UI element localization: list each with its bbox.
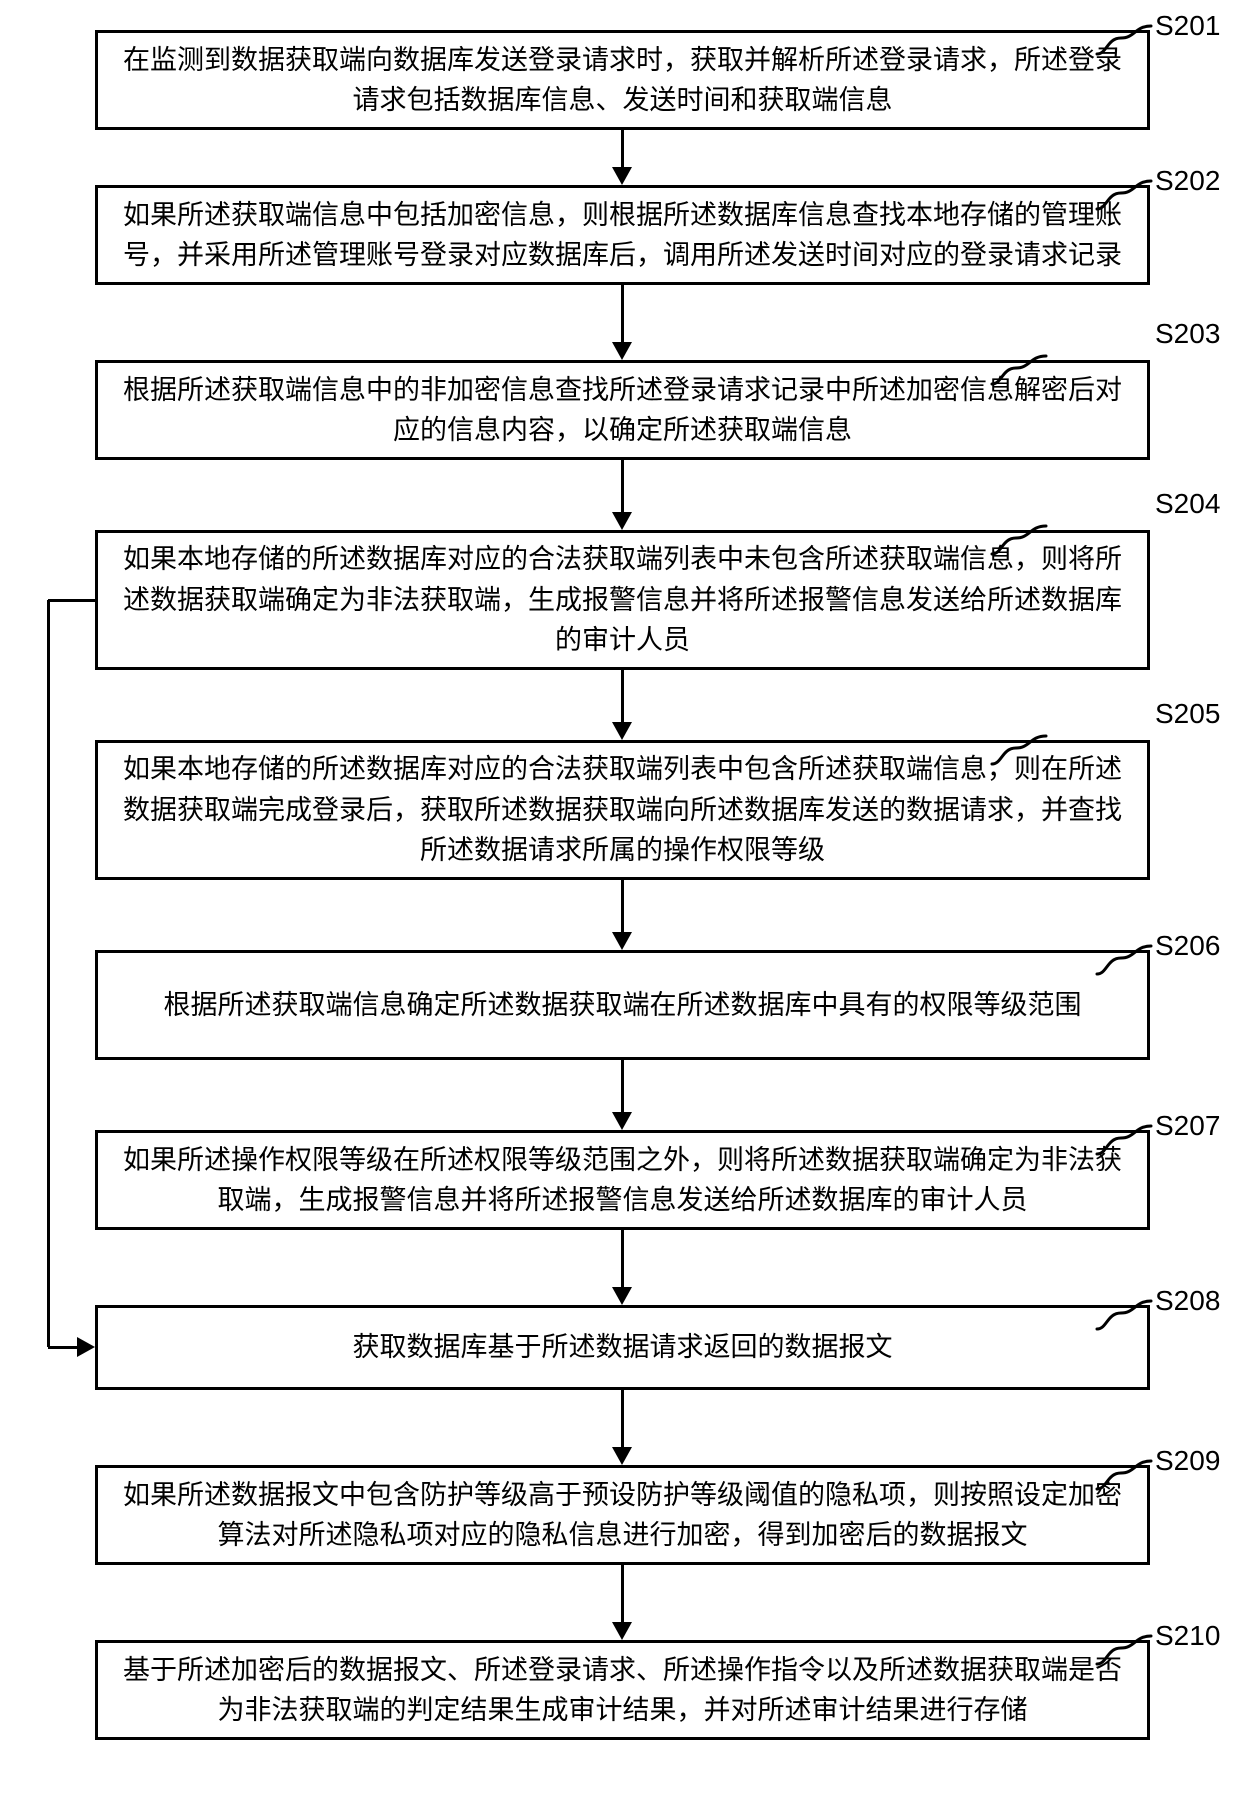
arrow-line [621, 670, 624, 722]
arrow-head-down-icon [612, 932, 632, 950]
brace-connector [1095, 1634, 1145, 1664]
flow-node-s201: 在监测到数据获取端向数据库发送登录请求时，获取并解析所述登录请求，所述登录请求包… [95, 30, 1150, 130]
arrow-line [621, 880, 624, 932]
brace-connector [1095, 944, 1145, 974]
arrow-head-down-icon [612, 342, 632, 360]
bypass-line-h2 [48, 1346, 77, 1349]
flow-node-text: 根据所述获取端信息中的非加密信息查找所述登录请求记录中所述加密信息解密后对应的信… [122, 370, 1123, 451]
brace-connector [1095, 1459, 1145, 1489]
step-label-s201: S201 [1155, 10, 1220, 42]
flow-node-s209: 如果所述数据报文中包含防护等级高于预设防护等级阈值的隐私项，则按照设定加密算法对… [95, 1465, 1150, 1565]
flowchart-container: 在监测到数据获取端向数据库发送登录请求时，获取并解析所述登录请求，所述登录请求包… [0, 0, 1240, 1795]
step-label-s206: S206 [1155, 930, 1220, 962]
arrow-head-down-icon [612, 167, 632, 185]
arrow-head-down-icon [612, 512, 632, 530]
brace-connector [1095, 179, 1145, 209]
step-label-s203: S203 [1155, 318, 1220, 350]
flow-node-text: 基于所述加密后的数据报文、所述登录请求、所述操作指令以及所述数据获取端是否为非法… [122, 1650, 1123, 1731]
flow-node-s202: 如果所述获取端信息中包括加密信息，则根据所述数据库信息查找本地存储的管理账号，并… [95, 185, 1150, 285]
flow-node-text: 获取数据库基于所述数据请求返回的数据报文 [353, 1327, 893, 1368]
arrow-head-right-icon [77, 1337, 95, 1357]
arrow-head-down-icon [612, 1287, 632, 1305]
flow-node-s208: 获取数据库基于所述数据请求返回的数据报文 [95, 1305, 1150, 1390]
flow-node-text: 如果所述获取端信息中包括加密信息，则根据所述数据库信息查找本地存储的管理账号，并… [122, 195, 1123, 276]
step-label-s208: S208 [1155, 1285, 1220, 1317]
arrow-head-down-icon [612, 1622, 632, 1640]
arrow-head-down-icon [612, 722, 632, 740]
step-label-s207: S207 [1155, 1110, 1220, 1142]
step-label-s204: S204 [1155, 488, 1220, 520]
arrow-line [621, 1565, 624, 1622]
arrow-head-down-icon [612, 1112, 632, 1130]
flow-node-s210: 基于所述加密后的数据报文、所述登录请求、所述操作指令以及所述数据获取端是否为非法… [95, 1640, 1150, 1740]
flow-node-text: 如果所述数据报文中包含防护等级高于预设防护等级阈值的隐私项，则按照设定加密算法对… [122, 1475, 1123, 1556]
flow-node-text: 如果本地存储的所述数据库对应的合法获取端列表中包含所述获取端信息，则在所述数据获… [122, 749, 1123, 871]
arrow-head-down-icon [612, 1447, 632, 1465]
flow-node-text: 在监测到数据获取端向数据库发送登录请求时，获取并解析所述登录请求，所述登录请求包… [122, 40, 1123, 121]
brace-connector [990, 354, 1040, 384]
arrow-line [621, 1230, 624, 1287]
flow-node-text: 如果本地存储的所述数据库对应的合法获取端列表中未包含所述获取端信息，则将所述数据… [122, 539, 1123, 661]
flow-node-s206: 根据所述获取端信息确定所述数据获取端在所述数据库中具有的权限等级范围 [95, 950, 1150, 1060]
bypass-line-v [47, 600, 50, 1347]
arrow-line [621, 1060, 624, 1112]
brace-connector [990, 734, 1040, 764]
brace-connector [1095, 1124, 1145, 1154]
flow-node-text: 如果所述操作权限等级在所述权限等级范围之外，则将所述数据获取端确定为非法获取端，… [122, 1140, 1123, 1221]
arrow-line [621, 460, 624, 512]
brace-connector [990, 524, 1040, 554]
flow-node-text: 根据所述获取端信息确定所述数据获取端在所述数据库中具有的权限等级范围 [164, 985, 1082, 1026]
flow-node-s207: 如果所述操作权限等级在所述权限等级范围之外，则将所述数据获取端确定为非法获取端，… [95, 1130, 1150, 1230]
arrow-line [621, 285, 624, 342]
brace-connector [1095, 1299, 1145, 1329]
bypass-line-h1 [48, 599, 95, 602]
arrow-line [621, 130, 624, 167]
step-label-s202: S202 [1155, 165, 1220, 197]
step-label-s205: S205 [1155, 698, 1220, 730]
step-label-s209: S209 [1155, 1445, 1220, 1477]
step-label-s210: S210 [1155, 1620, 1220, 1652]
brace-connector [1095, 24, 1145, 54]
arrow-line [621, 1390, 624, 1447]
